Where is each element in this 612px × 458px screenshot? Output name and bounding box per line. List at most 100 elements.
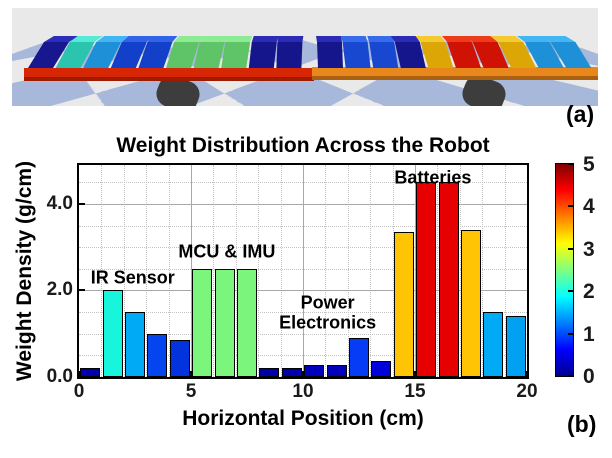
annotation-power: Power [300,292,355,313]
colorbar-tick-label: 1 [583,322,595,346]
bar [483,312,504,377]
component-block-top [147,36,178,42]
gridline-vertical [504,165,506,377]
y-tick-label: 0.0 [46,366,73,387]
gridline-horizontal [79,225,527,227]
bar [438,182,459,377]
component-block [524,42,564,68]
bar [505,315,526,377]
colorbar [555,163,574,377]
chart-title: Weight Distribution Across the Robot [116,134,490,157]
bar [236,268,258,377]
chassis-right [312,67,598,76]
x-tick-mark [78,371,80,377]
component-block-top [44,36,79,42]
x-tick-mark [190,371,192,377]
component-block [420,42,454,68]
component-block-top [390,36,420,42]
component-block-top [251,36,279,42]
component-block-top [316,36,342,42]
component-block-top [199,36,229,42]
gridline-vertical [146,165,148,377]
component-block-top [174,36,204,42]
bar [214,268,235,377]
colorbar-tick-label: 4 [583,195,595,219]
gridline-horizontal [79,268,527,270]
y-tick-mark [79,376,85,378]
y-tick-mark [79,202,85,205]
y-tick-mark [79,289,85,292]
gridline-vertical [235,165,237,377]
component-block [221,42,251,68]
x-tick-mark [414,371,416,377]
gridline-horizontal [79,312,527,314]
gridline-vertical [168,165,170,377]
bar [460,229,482,377]
gridline-horizontal [79,247,527,249]
component-block [110,42,147,68]
plot-area: IR Sensor MCU & IMU Power Electronics Batter… [77,163,529,379]
bar [371,360,392,377]
component-block-top [490,36,524,42]
gridline-horizontal [79,333,527,335]
component-block [342,42,371,68]
gridline-vertical [437,165,439,377]
component-block [55,42,95,68]
x-tick-label: 15 [404,381,426,402]
y-tick-label: 4.0 [46,192,73,214]
wheel [462,75,506,106]
colorbar-tick-mark [568,247,573,250]
gridline-vertical [191,165,192,377]
gridline-horizontal [79,290,527,292]
component-block-top [442,36,472,42]
x-tick-mark [302,371,304,377]
wheel [156,75,200,106]
colorbar-tick-mark [568,163,573,165]
component-block-top [96,36,130,42]
x-tick-mark [526,371,528,377]
x-tick-label: 5 [185,381,197,402]
annotation-ir-sensor: IR Sensor [90,267,175,288]
bar [147,333,168,377]
colorbar-tick-label: 2 [583,280,595,304]
colorbar-tick-label: 5 [583,153,595,176]
bar [304,364,325,377]
component-block [28,42,69,68]
component-block-top [367,36,395,42]
bar [192,268,213,377]
component-block-top [465,36,498,42]
component-block [472,42,509,68]
bar [169,340,190,377]
panel-b-label: (b) [567,411,597,437]
bar [326,364,347,377]
component-block [447,42,481,68]
component-block [550,42,592,68]
annotation-mcu-imu: MCU & IMU [178,241,276,262]
bar [80,368,101,377]
robot-render-panel [12,8,598,106]
colorbar-tick-mark [568,290,573,293]
bar [281,368,302,377]
x-tick-label: 20 [516,381,538,402]
gridline-horizontal [79,355,527,357]
x-axis-label: Horizontal Position (cm) [182,407,424,430]
x-tick-label: 0 [73,381,85,402]
y-tick-label: 2.0 [46,279,73,301]
colorbar-tick-label: 0 [583,365,595,388]
component-block-top [121,36,154,42]
gridline-vertical [101,165,103,377]
annotation-batteries: Batteries [394,167,472,188]
component-block-top [69,36,103,42]
bar [416,182,437,377]
x-tick-label: 10 [292,381,314,402]
gridline-horizontal [79,182,527,184]
chassis-left-edge [24,77,314,81]
colorbar-tick-mark [568,375,573,377]
component-block [138,42,173,68]
bar [259,368,280,377]
gridline-vertical [415,165,416,377]
gridline-vertical [303,165,304,377]
gridline-vertical [482,165,484,377]
colorbar-tick-mark [568,332,573,335]
